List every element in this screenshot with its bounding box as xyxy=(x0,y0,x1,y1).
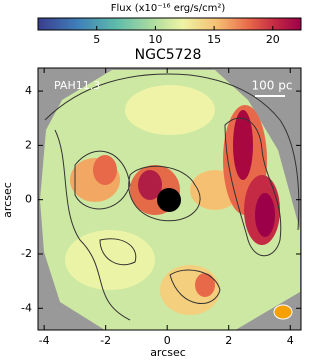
colorbar-tick-label: 20 xyxy=(266,33,280,46)
band-label: PAH11.3 xyxy=(54,79,100,92)
plot-frame xyxy=(37,67,302,331)
y-tick-label: 2 xyxy=(25,138,32,151)
chart-title: NGC5728 xyxy=(135,47,202,63)
colorbar xyxy=(37,17,302,31)
y-tick-label: 4 xyxy=(25,84,32,97)
y-tick-label: 0 xyxy=(25,193,32,206)
scale-label: 100 pc xyxy=(252,79,293,93)
x-tick-label: 2 xyxy=(225,334,232,347)
y-tick-label: -4 xyxy=(21,301,32,314)
x-tick-label: 4 xyxy=(287,334,294,347)
x-tick-label: 0 xyxy=(164,334,171,347)
colorbar-tick-label: 10 xyxy=(148,33,162,46)
x-axis-label: arcsec xyxy=(150,346,186,359)
x-tick-label: -2 xyxy=(100,334,111,347)
y-axis-label: arcsec xyxy=(1,182,14,218)
x-tick-label: -4 xyxy=(39,334,50,347)
map xyxy=(38,68,301,330)
colorbar-tick-label: 15 xyxy=(207,33,221,46)
colorbar-tick-label: 5 xyxy=(93,33,100,46)
colorbar-label: Flux (x10⁻¹⁶ erg/s/cm²) xyxy=(111,3,226,14)
y-tick-label: -2 xyxy=(21,247,32,260)
